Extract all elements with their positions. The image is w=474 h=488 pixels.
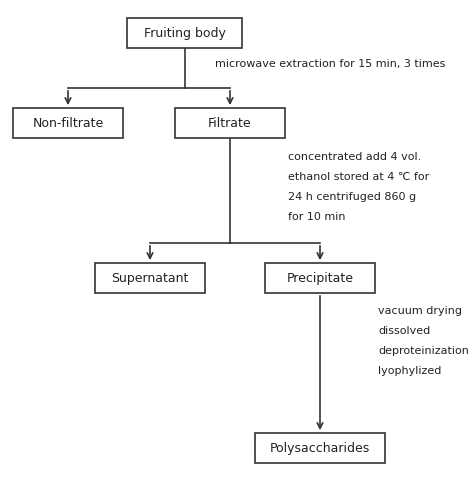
- Text: Supernatant: Supernatant: [111, 272, 189, 285]
- Bar: [13, 109, 123, 139]
- Text: Filtrate: Filtrate: [208, 117, 252, 130]
- Text: deproteinization: deproteinization: [378, 346, 469, 355]
- Text: for 10 min: for 10 min: [288, 212, 346, 222]
- Bar: [95, 264, 205, 293]
- Bar: [175, 109, 285, 139]
- Text: Polysaccharides: Polysaccharides: [270, 442, 370, 454]
- Bar: [128, 19, 243, 49]
- Text: Fruiting body: Fruiting body: [144, 27, 226, 41]
- Text: concentrated add 4 vol.: concentrated add 4 vol.: [288, 152, 421, 162]
- Bar: [255, 433, 385, 463]
- Text: lyophylized: lyophylized: [378, 365, 441, 375]
- Text: vacuum drying: vacuum drying: [378, 305, 462, 315]
- Text: 24 h centrifuged 860 g: 24 h centrifuged 860 g: [288, 192, 416, 202]
- Bar: [265, 264, 375, 293]
- Text: dissolved: dissolved: [378, 325, 430, 335]
- Text: ethanol stored at 4 ℃ for: ethanol stored at 4 ℃ for: [288, 172, 429, 182]
- Text: microwave extraction for 15 min, 3 times: microwave extraction for 15 min, 3 times: [215, 59, 446, 69]
- Text: Non-filtrate: Non-filtrate: [32, 117, 104, 130]
- Text: Precipitate: Precipitate: [286, 272, 354, 285]
